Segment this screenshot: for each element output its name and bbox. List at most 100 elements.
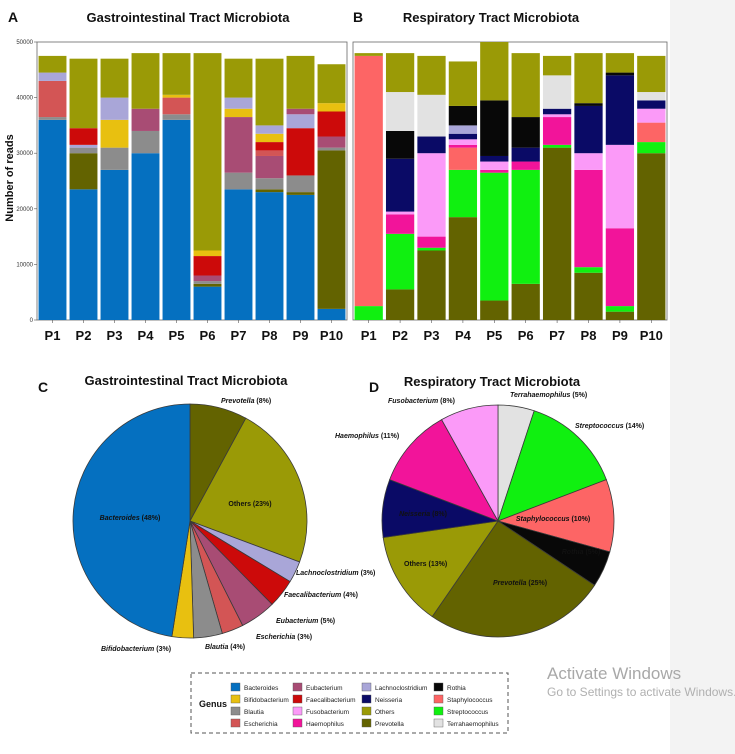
x-tick-label: P8 bbox=[581, 328, 597, 343]
bar-segment-faecalibacterium bbox=[317, 111, 346, 137]
bar-segment-others bbox=[480, 42, 509, 101]
pie-label-pct: (3%) bbox=[295, 634, 312, 641]
pie-label-name: Lachnoclostridium bbox=[296, 570, 359, 577]
bar-segment-prevotella bbox=[417, 250, 446, 320]
pie-label-name: Faecalibacterium bbox=[284, 592, 341, 599]
bar-segment-streptococcus bbox=[637, 142, 666, 154]
x-tick-label: P5 bbox=[169, 328, 185, 343]
bar-segment-haemophilus bbox=[605, 228, 635, 307]
y-tick-label: 50000 bbox=[16, 40, 33, 46]
x-tick-label: P4 bbox=[138, 328, 155, 343]
bar-segment-rothia bbox=[605, 72, 635, 76]
bar-segment-fusobacterium bbox=[448, 139, 478, 145]
bar-segment-bacteroides bbox=[162, 119, 191, 320]
bar-segment-lachnoclostridium bbox=[38, 72, 67, 81]
pie-label-bifidobacterium: Bifidobacterium (3%) bbox=[101, 646, 171, 653]
legend-swatch-terrahaemophilus bbox=[433, 718, 444, 728]
bar-segment-rothia bbox=[480, 100, 509, 156]
panel-c-title: Gastrointestinal Tract Microbiota bbox=[85, 373, 289, 388]
bar-segment-others bbox=[385, 53, 415, 93]
legend-label-eubacterium: Eubacterium bbox=[306, 685, 343, 692]
pie-label-name: Bifidobacterium bbox=[101, 646, 154, 653]
bar-segment-streptococcus bbox=[480, 172, 509, 301]
bar-segment-blautia bbox=[100, 147, 129, 170]
pie-label-lachnoclostridium: Lachnoclostridium (3%) bbox=[296, 570, 375, 577]
bar-segment-rothia bbox=[448, 105, 478, 126]
bar-segment-others bbox=[574, 53, 603, 104]
pie-label-pct: (8%) bbox=[438, 398, 455, 405]
bar-segment-others bbox=[511, 53, 540, 118]
x-tick-label: P7 bbox=[231, 328, 247, 343]
bar-segment-prevotella bbox=[605, 311, 635, 320]
bar-segment-fusobacterium bbox=[417, 153, 446, 237]
bar-segment-bacteroides bbox=[286, 194, 315, 320]
bar-segment-neisseria bbox=[637, 100, 666, 109]
pie-slice-bacteroides bbox=[72, 403, 191, 638]
bar-segment-haemophilus bbox=[385, 214, 415, 234]
bar-segment-eubacterium bbox=[224, 117, 253, 173]
pie-label-name: Prevotella bbox=[493, 580, 527, 587]
bar-segment-bifidobacterium bbox=[162, 94, 191, 98]
bar-segment-others bbox=[255, 58, 284, 126]
bar-segment-escherichia bbox=[255, 150, 284, 156]
legend-label-prevotella: Prevotella bbox=[375, 721, 404, 728]
pie-label-prevotella: Prevotella (8%) bbox=[221, 398, 271, 405]
bar-segment-streptococcus bbox=[511, 169, 540, 284]
bar-segment-eubacterium bbox=[193, 275, 222, 282]
bar-segment-streptococcus bbox=[448, 169, 478, 218]
legend-border bbox=[190, 672, 509, 734]
pie-label-pct: (4%) bbox=[228, 644, 245, 651]
pie-label-terrahaemophilus: Terrahaemophilus (5%) bbox=[510, 392, 587, 399]
x-tick-label: P6 bbox=[200, 328, 216, 343]
bar-segment-bifidobacterium bbox=[193, 250, 222, 257]
x-tick-label: P2 bbox=[392, 328, 408, 343]
bar-segment-bacteroides bbox=[131, 153, 160, 320]
legend-label-escherichia: Escherichia bbox=[244, 721, 278, 728]
pie-label-name: Streptococcus bbox=[575, 423, 624, 430]
bar-segment-blautia bbox=[131, 130, 160, 154]
y-axis-title: Number of reads bbox=[4, 134, 16, 221]
x-tick-label: P10 bbox=[320, 328, 343, 343]
pie-label-pct: (5%) bbox=[570, 392, 587, 399]
bar-segment-bifidobacterium bbox=[317, 103, 346, 112]
pie-label-name: Haemophilus bbox=[335, 433, 379, 440]
x-tick-label: P1 bbox=[45, 328, 61, 343]
x-tick-label: P4 bbox=[455, 328, 472, 343]
bar-segment-bifidobacterium bbox=[255, 133, 284, 143]
pie-label-name: Others bbox=[228, 501, 251, 508]
x-tick-label: P5 bbox=[486, 328, 502, 343]
legend-label-rothia: Rothia bbox=[447, 685, 466, 692]
bar-segment-terrahaemophilus bbox=[417, 94, 446, 137]
legend-swatch-neisseria bbox=[361, 694, 372, 704]
bar-segment-neisseria bbox=[417, 136, 446, 154]
legend-swatch-bacteroides bbox=[230, 682, 241, 692]
x-tick-label: P7 bbox=[549, 328, 565, 343]
bar-segment-lachnoclostridium bbox=[100, 97, 129, 120]
pie-label-staphylococcus: Staphylococcus (10%) bbox=[516, 516, 590, 523]
bar-segment-others bbox=[38, 55, 67, 73]
legend-label-bacteroides: Bacteroides bbox=[244, 685, 279, 692]
bar-segment-others bbox=[448, 61, 478, 106]
bar-segment-haemophilus bbox=[417, 236, 446, 248]
bar-segment-bifidobacterium bbox=[224, 108, 253, 118]
y-tick-label: 0 bbox=[30, 318, 34, 324]
bar-segment-prevotella bbox=[637, 153, 666, 320]
bar-segment-terrahaemophilus bbox=[542, 75, 572, 109]
pie-label-pct: (3%) bbox=[154, 646, 171, 653]
legend-swatch-prevotella bbox=[361, 718, 372, 728]
pie-label-name: Neisseria bbox=[399, 511, 430, 518]
watermark-title: Activate Windows bbox=[547, 664, 682, 683]
bar-segment-others bbox=[354, 53, 383, 56]
pie-slice-others bbox=[382, 520, 499, 618]
x-tick-label: P6 bbox=[518, 328, 534, 343]
pie-label-pct: (10%) bbox=[570, 516, 591, 523]
bar-segment-others bbox=[542, 55, 572, 76]
x-tick-label: P2 bbox=[76, 328, 92, 343]
bar-segment-lachnoclostridium bbox=[69, 144, 98, 148]
legend-label-others: Others bbox=[375, 709, 395, 716]
bar-segment-bifidobacterium bbox=[100, 119, 129, 148]
activation-watermark: Activate Windows Go to Settings to activ… bbox=[547, 664, 735, 700]
bar-segment-neisseria bbox=[542, 108, 572, 115]
bar-segment-blautia bbox=[162, 114, 191, 120]
pie-slice-staphylococcus bbox=[496, 479, 615, 553]
